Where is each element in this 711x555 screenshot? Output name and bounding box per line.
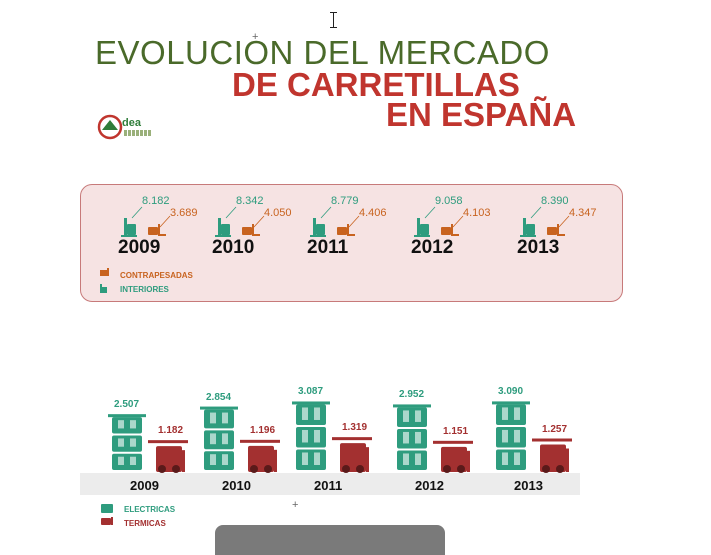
contrapesadas-value-label: 4.050: [264, 207, 292, 219]
crosshair-icon: +: [292, 499, 299, 511]
termicas-value-label: 1.319: [342, 422, 368, 434]
legend-electricas-icon: [101, 504, 113, 513]
interiores-value-label: 8.779: [331, 195, 359, 207]
text-cursor-icon: [330, 12, 338, 28]
year-label: 2013: [517, 237, 560, 258]
electricas-bar: [393, 404, 431, 470]
legend-electricas-label: ELECTRICAS: [124, 505, 176, 514]
adea-logo-icon: [97, 114, 123, 140]
electricas-bar: [292, 401, 330, 470]
logo-text: dea: [122, 117, 141, 129]
year-label: 2009: [130, 478, 159, 493]
termicas-bar: [532, 438, 572, 473]
legend-interiores-label: INTERIORES: [120, 285, 169, 294]
electricas-bar: [200, 406, 238, 470]
electricas-value-label: 3.087: [298, 386, 324, 398]
logo-subtext-decoration: [124, 130, 152, 136]
title-line-1: EVOLUCION DEL MERCADO: [95, 34, 550, 71]
contrapesadas-value-label: 4.347: [569, 207, 597, 219]
electricas-value-label: 2.952: [399, 389, 425, 401]
title-line-2: DE CARRETILLAS: [232, 66, 520, 103]
year-label: 2011: [314, 478, 343, 493]
termicas-value-label: 1.151: [443, 425, 469, 437]
contrapesadas-value-label: 3.689: [170, 207, 198, 219]
year-label: 2009: [118, 237, 161, 258]
termicas-bar: [240, 439, 280, 473]
interiores-value-label: 8.390: [541, 195, 569, 207]
year-label: 2011: [307, 237, 349, 258]
bottom-scroll-bar[interactable]: [215, 525, 445, 555]
year-label: 2010: [222, 478, 251, 493]
termicas-value-label: 1.257: [542, 423, 568, 435]
year-label: 2010: [212, 237, 255, 258]
termicas-value-label: 1.182: [158, 425, 184, 437]
legend-contrapesadas-label: CONTRAPESADAS: [120, 271, 193, 280]
contrapesadas-value-label: 4.406: [359, 207, 387, 219]
electricas-bar: [108, 414, 146, 470]
contrapesadas-value-label: 4.103: [463, 207, 491, 219]
electricas-value-label: 2.854: [206, 391, 232, 403]
chart-panel-market: [80, 184, 623, 302]
legend-termicas-icon: [101, 517, 113, 525]
electricas-value-label: 3.090: [498, 386, 524, 398]
termicas-value-label: 1.196: [250, 424, 276, 436]
year-label: 2012: [411, 237, 454, 258]
year-label: 2012: [415, 478, 444, 493]
legend-termicas-label: TERMICAS: [124, 519, 166, 528]
electricas-bar: [492, 401, 530, 470]
termicas-bar: [433, 440, 473, 473]
interiores-value-label: 9.058: [435, 195, 463, 207]
crosshair-icon: +: [252, 31, 259, 43]
year-label: 2013: [514, 478, 543, 493]
termicas-bar: [332, 437, 372, 473]
interiores-value-label: 8.182: [142, 195, 170, 207]
electricas-value-label: 2.507: [114, 399, 140, 411]
title-line-3: EN ESPAÑA: [386, 96, 577, 133]
interiores-value-label: 8.342: [236, 195, 264, 207]
termicas-bar: [148, 440, 188, 473]
